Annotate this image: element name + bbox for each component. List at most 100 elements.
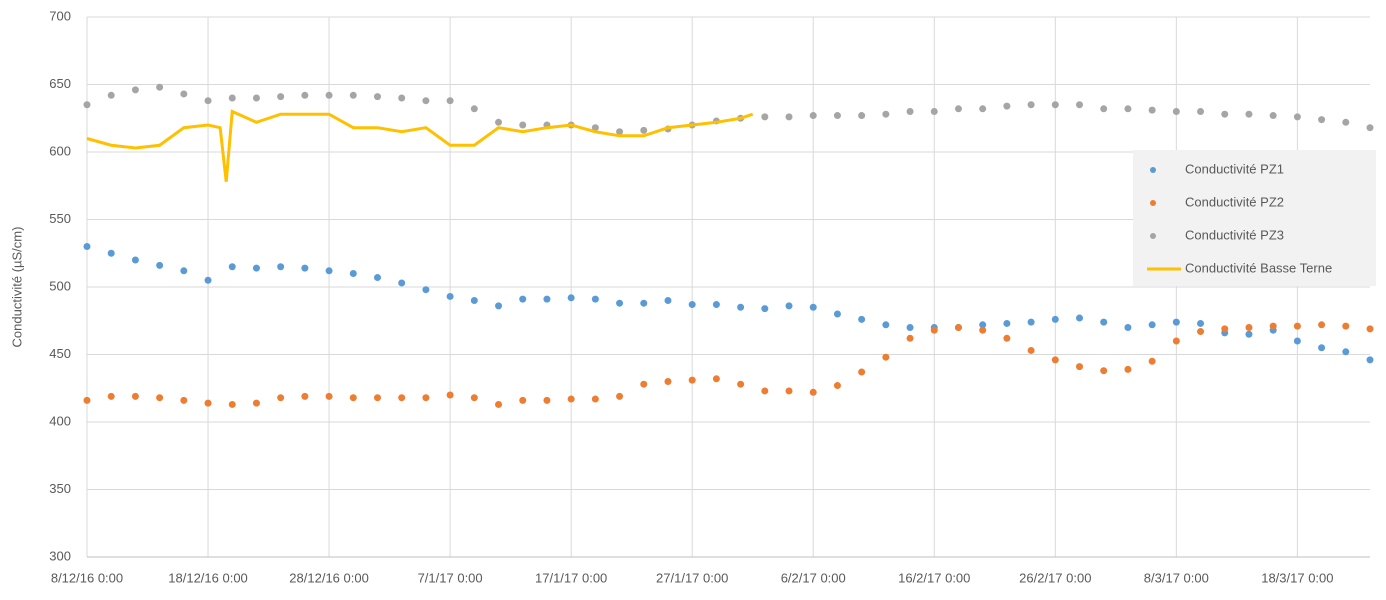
point: [1100, 105, 1108, 113]
point: [567, 395, 575, 403]
point: [712, 375, 720, 383]
point: [1051, 101, 1059, 109]
point: [422, 394, 430, 402]
point: [422, 286, 430, 294]
point: [1293, 113, 1301, 121]
point: [1051, 315, 1059, 323]
point: [204, 97, 212, 105]
point: [1027, 101, 1035, 109]
point: [1124, 105, 1132, 113]
point: [1076, 101, 1084, 109]
point: [1293, 337, 1301, 345]
y-tick-label: 550: [49, 211, 71, 226]
point: [591, 395, 599, 403]
point: [131, 86, 139, 94]
point: [83, 243, 91, 250]
point: [1027, 346, 1035, 354]
series: [83, 83, 1374, 136]
legend-label: Conductivité Basse Terne: [1185, 260, 1332, 275]
point: [1003, 334, 1011, 342]
x-tick-label: 18/3/17 0:00: [1261, 570, 1333, 585]
point: [664, 297, 672, 304]
point: [640, 126, 648, 134]
point: [83, 396, 91, 404]
point: [495, 400, 503, 408]
point: [1366, 124, 1374, 132]
point: [1100, 318, 1108, 326]
point: [1100, 367, 1108, 375]
legend: Conductivité PZ1 Conductivité PZ2 Conducti…: [1133, 150, 1376, 286]
y-axis-label: Conductivité (µS/cm): [9, 227, 24, 348]
point: [156, 261, 164, 269]
point: [252, 264, 260, 272]
point: [543, 396, 551, 404]
x-tick-label: 7/1/17 0:00: [418, 570, 483, 585]
x-tick-label: 18/12/16 0:00: [168, 570, 248, 585]
point: [325, 392, 333, 400]
y-tick-label: 300: [49, 548, 71, 563]
point: [1076, 363, 1084, 371]
point: [1148, 321, 1156, 329]
point: [1293, 322, 1301, 330]
line: [86, 109, 754, 182]
point: [180, 396, 188, 404]
point: [954, 324, 962, 331]
point: [954, 105, 962, 113]
y-tick-label: 350: [49, 481, 71, 496]
point: [398, 394, 406, 402]
point: [591, 295, 599, 303]
point: [446, 292, 454, 300]
y-tick-label: 450: [49, 346, 71, 361]
point: [1366, 325, 1374, 333]
point: [228, 263, 236, 271]
point: [833, 112, 841, 120]
point: [979, 321, 987, 329]
point: [107, 91, 115, 99]
point: [156, 83, 164, 91]
point: [277, 263, 285, 271]
point: [277, 394, 285, 402]
point: [1269, 322, 1277, 330]
x-tick-label: 16/2/17 0:00: [898, 570, 970, 585]
point: [1197, 319, 1205, 327]
point: [373, 394, 381, 402]
point: [1318, 344, 1326, 352]
point: [180, 267, 188, 275]
point: [664, 378, 672, 385]
point: [640, 299, 648, 307]
point: [1124, 365, 1132, 373]
y-tick-label: 500: [49, 278, 71, 293]
point: [1342, 322, 1350, 330]
point: [301, 264, 309, 272]
point: [785, 387, 793, 395]
point: [688, 301, 696, 309]
point: [228, 400, 236, 408]
point: [519, 121, 527, 129]
point: [83, 101, 91, 109]
point: [277, 93, 285, 101]
point: [858, 315, 866, 323]
point: [470, 105, 478, 113]
point: [616, 392, 624, 400]
legend-marker: [1150, 167, 1156, 173]
point: [882, 321, 890, 329]
point: [1318, 321, 1326, 329]
point: [1172, 337, 1180, 345]
point: [1221, 325, 1229, 333]
point: [688, 376, 696, 384]
point: [737, 303, 745, 311]
point: [616, 128, 624, 136]
y-tick-label: 600: [49, 143, 71, 158]
point: [1318, 116, 1326, 124]
point: [495, 302, 503, 310]
x-tick-label: 17/1/17 0:00: [535, 570, 607, 585]
point: [301, 91, 309, 99]
point: [398, 279, 406, 287]
point: [1197, 108, 1205, 115]
point: [591, 124, 599, 132]
point: [470, 297, 478, 304]
point: [906, 108, 914, 115]
point: [252, 94, 260, 102]
point: [1366, 356, 1374, 364]
legend-marker: [1150, 233, 1156, 239]
